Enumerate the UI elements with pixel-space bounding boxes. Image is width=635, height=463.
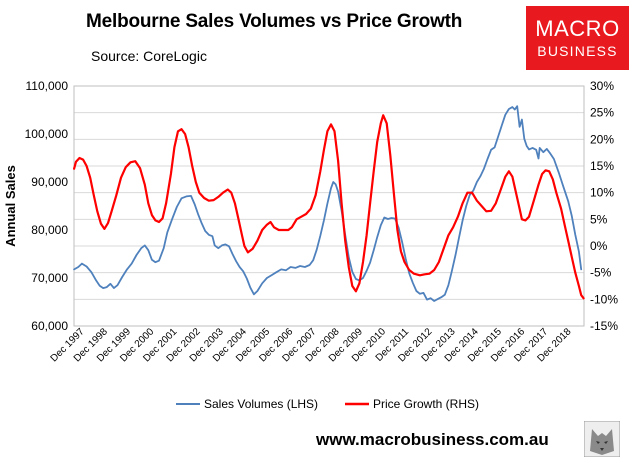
y-right-tick-label: 0%	[590, 239, 608, 253]
y-right-tick-label: 15%	[590, 159, 614, 173]
y-right-tick-label: 25%	[590, 106, 614, 120]
website-url[interactable]: www.macrobusiness.com.au	[316, 430, 549, 449]
right-axis-ticks: -15% -10% -5% 0% 5% 10% 15% 20% 25% 30%	[590, 79, 618, 333]
y-right-tick-label: 20%	[590, 132, 614, 146]
y-left-tick-label: 70,000	[31, 271, 68, 285]
y-right-tick-label: -15%	[590, 319, 618, 333]
y-left-tick-label: 60,000	[31, 319, 68, 333]
wolf-icon	[584, 421, 620, 457]
legend-label: Sales Volumes (LHS)	[204, 397, 318, 411]
left-axis-ticks: 60,000 70,000 80,000 90,000 100,000 110,000	[25, 79, 69, 333]
y-right-tick-label: 30%	[590, 79, 614, 93]
y-left-tick-label: 100,000	[25, 127, 69, 141]
plot-area-border	[73, 85, 585, 327]
legend-label: Price Growth (RHS)	[373, 397, 479, 411]
y-left-tick-label: 90,000	[31, 175, 68, 189]
legend: Sales Volumes (LHS) Price Growth (RHS)	[176, 397, 479, 411]
macrobusiness-logo: MACRO BUSINESS	[526, 6, 629, 70]
y-left-tick-label: 110,000	[26, 79, 69, 93]
logo-line-2: BUSINESS	[537, 43, 618, 59]
chart-source: Source: CoreLogic	[91, 48, 207, 64]
y-right-tick-label: -5%	[590, 266, 612, 280]
y-left-tick-label: 80,000	[31, 223, 68, 237]
y-right-tick-label: 10%	[590, 186, 614, 200]
y-right-tick-label: -10%	[590, 292, 618, 306]
gridlines	[74, 112, 584, 300]
line-chart: 60,000 70,000 80,000 90,000 100,000 110,000 -…	[3, 79, 618, 411]
y-right-tick-label: 5%	[590, 212, 608, 226]
y-axis-label: Annual Sales	[3, 165, 18, 247]
logo-line-1: MACRO	[535, 16, 620, 41]
series-line	[73, 114, 585, 300]
chart-title: Melbourne Sales Volumes vs Price Growth	[86, 11, 463, 32]
series-lines	[73, 105, 585, 302]
